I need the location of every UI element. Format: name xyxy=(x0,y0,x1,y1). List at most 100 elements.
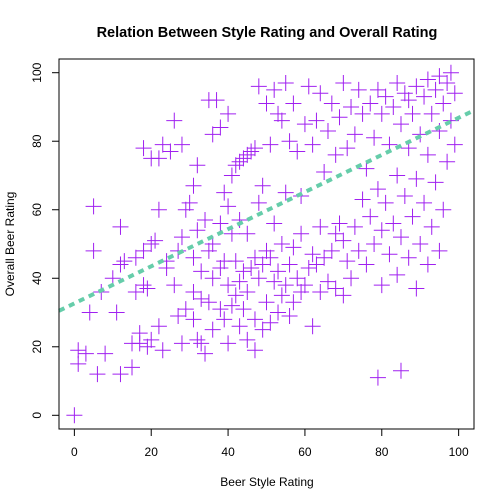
data-point xyxy=(300,78,317,95)
x-tick-label: 80 xyxy=(375,445,389,459)
data-point xyxy=(304,246,321,263)
data-point xyxy=(431,242,448,259)
data-point xyxy=(285,294,302,311)
data-point xyxy=(170,307,187,324)
data-point xyxy=(296,116,313,133)
data-point xyxy=(235,263,252,280)
data-point xyxy=(339,253,356,270)
data-point xyxy=(392,362,409,379)
data-point xyxy=(85,198,102,215)
data-point xyxy=(177,301,194,318)
data-point xyxy=(139,338,156,355)
data-point xyxy=(220,335,237,352)
x-tick-label: 60 xyxy=(298,445,312,459)
data-point xyxy=(185,177,202,194)
y-axis-label: Overall Beer Rating xyxy=(3,192,17,297)
data-point xyxy=(273,112,290,129)
data-point xyxy=(270,263,287,280)
data-point xyxy=(239,225,256,242)
data-point xyxy=(404,105,421,122)
data-point xyxy=(400,92,417,109)
data-point xyxy=(354,105,371,122)
data-point xyxy=(281,307,298,324)
data-point xyxy=(289,270,306,287)
data-point xyxy=(250,78,267,95)
data-point xyxy=(289,143,306,160)
data-point xyxy=(189,331,206,348)
data-point xyxy=(273,287,290,304)
data-point xyxy=(135,140,152,157)
data-point xyxy=(439,74,456,91)
x-axis: 0 20 40 60 80 100 xyxy=(71,428,469,459)
data-point xyxy=(350,242,367,259)
data-point xyxy=(416,194,433,211)
data-point xyxy=(304,318,321,335)
data-point xyxy=(246,249,263,266)
data-point xyxy=(135,277,152,294)
data-point xyxy=(435,95,452,112)
data-point xyxy=(135,242,152,259)
data-point xyxy=(266,215,283,232)
data-point xyxy=(212,215,229,232)
data-point xyxy=(335,287,352,304)
x-tick-label: 100 xyxy=(449,445,469,459)
data-point xyxy=(369,181,386,198)
data-point xyxy=(246,342,263,359)
data-point xyxy=(200,242,217,259)
data-point xyxy=(312,283,329,300)
data-point xyxy=(150,201,167,218)
data-point xyxy=(431,68,448,85)
data-point xyxy=(200,294,217,311)
data-point xyxy=(223,167,240,184)
data-point xyxy=(389,266,406,283)
data-point xyxy=(408,170,425,187)
data-point xyxy=(392,116,409,133)
data-point xyxy=(350,81,367,98)
data-point xyxy=(400,249,417,266)
data-point xyxy=(85,242,102,259)
data-point xyxy=(250,270,267,287)
data-point xyxy=(258,95,275,112)
data-point xyxy=(258,294,275,311)
y-tick-label: 20 xyxy=(30,340,44,354)
data-point xyxy=(189,157,206,174)
data-point xyxy=(231,153,248,170)
data-point xyxy=(300,259,317,276)
data-point xyxy=(208,92,225,109)
data-point xyxy=(254,321,271,338)
data-point xyxy=(231,273,248,290)
data-point xyxy=(212,119,229,136)
data-point xyxy=(335,74,352,91)
data-point xyxy=(223,297,240,314)
data-point xyxy=(66,407,83,424)
data-point xyxy=(70,342,87,359)
data-points xyxy=(66,64,463,424)
data-point xyxy=(369,369,386,386)
data-point xyxy=(419,146,436,163)
data-point xyxy=(258,242,275,259)
data-point xyxy=(319,122,336,139)
data-point xyxy=(358,160,375,177)
data-point xyxy=(150,318,167,335)
data-point xyxy=(262,314,279,331)
data-point xyxy=(70,355,87,372)
data-point xyxy=(266,273,283,290)
data-point xyxy=(293,283,310,300)
data-point xyxy=(170,242,187,259)
data-point xyxy=(373,105,390,122)
data-point xyxy=(358,256,375,273)
data-point xyxy=(389,167,406,184)
data-point xyxy=(408,78,425,95)
data-point xyxy=(346,218,363,235)
data-point xyxy=(277,277,294,294)
data-point xyxy=(335,232,352,249)
data-point xyxy=(277,74,294,91)
data-point xyxy=(216,184,233,201)
data-point xyxy=(327,225,344,242)
data-point xyxy=(243,259,260,276)
data-point xyxy=(246,140,263,157)
data-point xyxy=(327,146,344,163)
x-tick-label: 40 xyxy=(221,445,235,459)
data-point xyxy=(389,74,406,91)
